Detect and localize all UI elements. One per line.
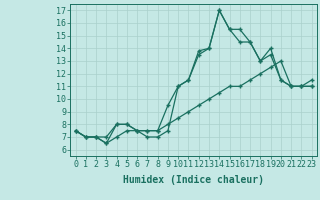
X-axis label: Humidex (Indice chaleur): Humidex (Indice chaleur): [123, 175, 264, 185]
